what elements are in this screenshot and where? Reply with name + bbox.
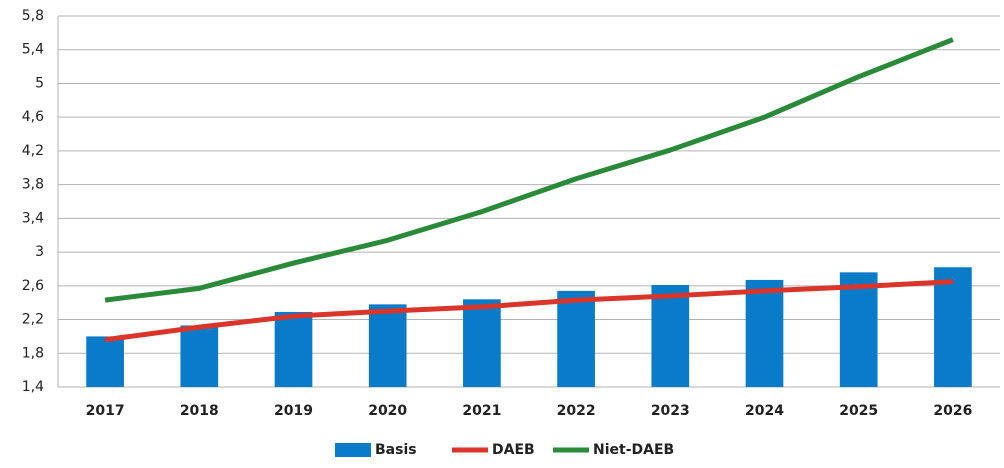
y-tick-label: 4,2 [22,143,44,159]
x-tick-label: 2023 [651,403,690,419]
x-tick-label: 2024 [745,403,784,419]
y-tick-label: 5,8 [22,8,44,24]
bar [86,336,124,387]
x-tick-label: 2018 [180,403,219,419]
bar [651,284,690,387]
y-tick-label: 2,2 [22,312,44,328]
legend-label: Basis [375,442,417,458]
y-tick-label: 3,8 [22,177,44,193]
legend-label: Niet-DAEB [593,442,674,458]
bar [463,299,501,387]
bar [368,304,407,387]
y-tick-label: 5,4 [22,42,44,58]
y-tick-label: 3 [35,244,44,260]
y-tick-label: 1,4 [22,379,44,395]
x-tick-label: 2017 [86,403,125,419]
y-tick-label: 2,6 [22,278,44,294]
y-tick-label: 5 [35,75,44,91]
y-tick-label: 4,6 [22,109,44,125]
line [104,37,954,303]
bar [745,279,784,387]
bar [557,290,595,387]
legend-swatch [335,443,371,457]
bar [934,267,972,387]
bar [274,311,313,387]
x-tick-label: 2026 [933,403,972,419]
legend-label: DAEB [492,442,535,458]
x-tick-label: 2021 [462,403,501,419]
x-tick-label: 2019 [274,403,313,419]
bar [180,325,219,387]
y-tick-label: 1,8 [22,345,44,361]
line [104,279,954,343]
x-tick-label: 2020 [368,403,407,419]
bar [839,272,878,387]
x-tick-label: 2022 [557,403,596,419]
y-tick-label: 3,4 [22,210,44,226]
x-tick-label: 2025 [839,403,878,419]
